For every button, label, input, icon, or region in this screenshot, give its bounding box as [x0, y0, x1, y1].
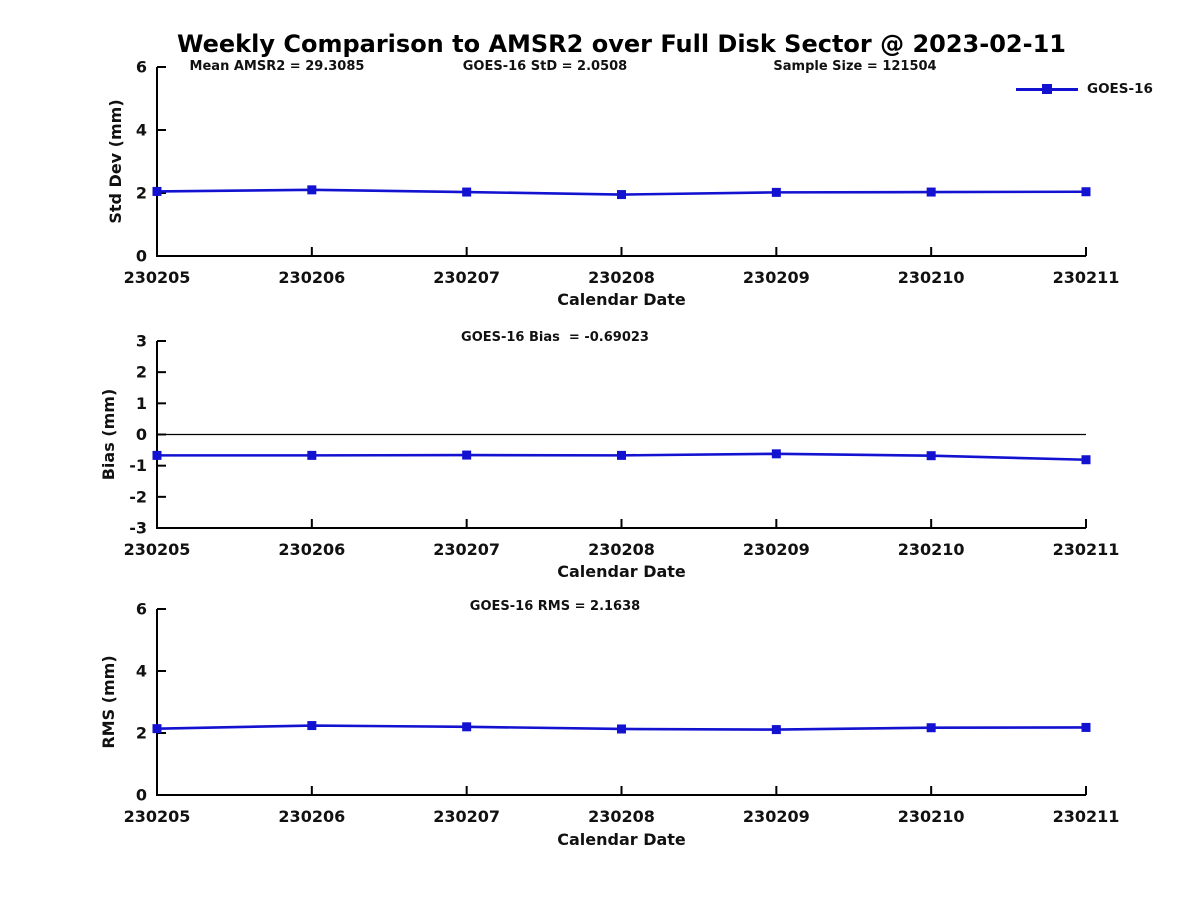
y-tick-label: 0	[136, 425, 147, 444]
data-point-marker	[307, 450, 317, 460]
data-point-marker	[307, 721, 317, 731]
annotation-sample-size: Sample Size = 121504	[773, 59, 937, 74]
data-point-marker	[1081, 187, 1091, 197]
y-tick-label: 6	[136, 600, 147, 619]
y-tick-label: 2	[136, 363, 147, 382]
y-tick-label: 3	[136, 332, 147, 351]
data-point-marker	[462, 450, 472, 460]
data-point-marker	[617, 450, 626, 460]
x-tick-label: 230206	[278, 540, 345, 559]
legend: GOES-16	[1016, 81, 1153, 97]
y-tick-label: 4	[136, 662, 147, 681]
x-tick-label: 230211	[1053, 540, 1120, 559]
y-tick-label: -2	[129, 487, 147, 506]
annotation-goes16-bias: GOES-16 Bias = -0.69023	[461, 330, 649, 345]
data-point-marker	[462, 722, 472, 732]
y-tick-label: -1	[129, 456, 147, 475]
data-point-marker	[926, 451, 936, 461]
x-tick-label: 230209	[743, 268, 810, 287]
x-tick-label: 230207	[433, 807, 500, 826]
y-tick-label: -3	[129, 519, 147, 538]
axis-frame	[156, 67, 1086, 257]
subplot-std-dev: 0 2 4 6 230205 230206 230207 230208 230209 230210…	[106, 58, 1119, 310]
legend-square-marker-icon	[1042, 84, 1052, 94]
axis-frame	[156, 609, 1086, 796]
y-tick-label: 2	[136, 724, 147, 743]
x-tick-label: 230208	[588, 540, 655, 559]
y-tick-label: 0	[136, 247, 147, 266]
legend-line-sample	[1016, 84, 1078, 94]
y-tick-label: 2	[136, 184, 147, 203]
x-axis-label: Calendar Date	[557, 290, 686, 309]
x-tick-label: 230208	[588, 268, 655, 287]
x-tick-label: 230205	[124, 268, 191, 287]
data-point-marker	[307, 185, 317, 195]
annotation-mean-amsr2: Mean AMSR2 = 29.3085	[189, 59, 365, 74]
subplot-rms: 0 2 4 6 230205 230206 230207 230208 230209 230210…	[99, 600, 1119, 850]
legend-label: GOES-16	[1087, 81, 1153, 97]
data-point-marker	[926, 187, 936, 197]
x-tick-label: 230206	[278, 268, 345, 287]
data-point-marker	[1081, 455, 1091, 465]
x-axis-label: Calendar Date	[557, 562, 686, 581]
y-tick-label: 6	[136, 58, 147, 77]
x-tick-label: 230205	[124, 807, 191, 826]
data-point-marker	[771, 449, 781, 459]
data-point-marker	[152, 450, 162, 460]
data-point-marker	[771, 725, 781, 735]
x-axis-label: Calendar Date	[557, 830, 686, 849]
x-tick-label: 230207	[433, 268, 500, 287]
data-point-marker	[152, 724, 162, 734]
y-tick-label: 1	[136, 394, 147, 413]
y-tick-label: 0	[136, 786, 147, 805]
x-tick-label: 230211	[1053, 807, 1120, 826]
data-point-marker	[1081, 722, 1091, 732]
x-tick-label: 230206	[278, 807, 345, 826]
x-tick-label: 230209	[743, 807, 810, 826]
annotation-goes16-rms: GOES-16 RMS = 2.1638	[469, 599, 641, 614]
data-point-marker	[152, 186, 162, 196]
x-tick-label: 230209	[743, 540, 810, 559]
y-tick-label: 4	[136, 121, 147, 140]
data-point-marker	[617, 724, 626, 734]
y-axis-label: RMS (mm)	[99, 655, 118, 748]
x-tick-label: 230210	[898, 807, 965, 826]
y-axis-label: Std Dev (mm)	[106, 99, 125, 223]
x-tick-label: 230210	[898, 540, 965, 559]
figure-title: Weekly Comparison to AMSR2 over Full Dis…	[177, 30, 1066, 58]
data-point-marker	[926, 723, 936, 733]
annotation-goes16-std: GOES-16 StD = 2.0508	[462, 59, 628, 74]
x-tick-label: 230211	[1053, 268, 1120, 287]
x-tick-label: 230210	[898, 268, 965, 287]
data-point-marker	[617, 190, 626, 200]
data-point-marker	[462, 187, 472, 197]
x-tick-label: 230208	[588, 807, 655, 826]
x-tick-label: 230207	[433, 540, 500, 559]
y-axis-label: Bias (mm)	[99, 389, 118, 481]
data-point-marker	[771, 187, 781, 197]
x-tick-label: 230205	[124, 540, 191, 559]
subplot-bias: -3 -2 -1 0 1 2 3 230205 230206 230207 230208 230209…	[99, 332, 1119, 582]
